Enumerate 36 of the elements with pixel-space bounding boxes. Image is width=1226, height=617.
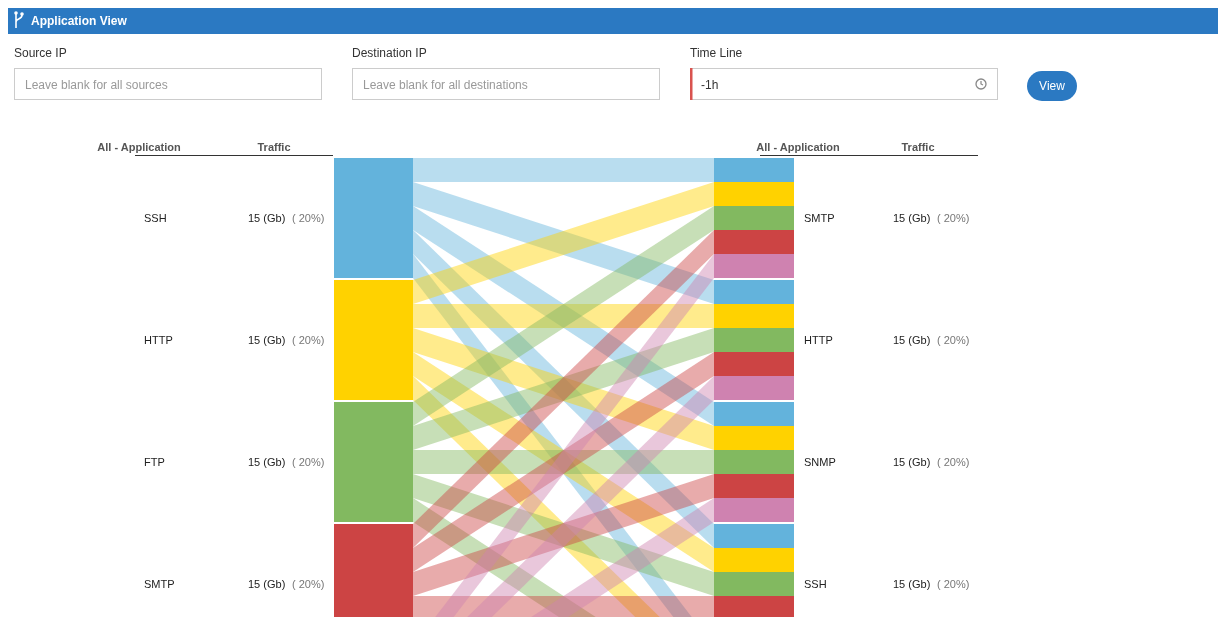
text: Traffic <box>257 141 291 153</box>
category-label: HTTP <box>804 334 833 346</box>
data-label: 15 (Gb) <box>893 578 931 590</box>
data-label: ( 20%) <box>937 578 970 590</box>
text: View <box>1039 79 1066 93</box>
data-label: ( 20%) <box>292 212 325 224</box>
text: All - Application <box>97 141 181 153</box>
category-label: SMTP <box>144 578 175 590</box>
data-label: ( 20%) <box>292 456 325 468</box>
data-label: ( 20%) <box>292 578 325 590</box>
data-label: ( 20%) <box>937 212 970 224</box>
data-label: 15 (Gb) <box>248 578 286 590</box>
text: Time Line <box>690 46 743 60</box>
text: -1h <box>701 78 719 92</box>
data-label: 15 (Gb) <box>248 212 286 224</box>
data-label: ( 20%) <box>292 334 325 346</box>
text: Destination IP <box>352 46 427 60</box>
category-label: SNMP <box>804 456 836 468</box>
source-note: Source IP <box>14 46 67 60</box>
category-label: HTTP <box>144 334 173 346</box>
text: Application View <box>31 14 128 28</box>
text: Leave blank for all sources <box>25 78 168 92</box>
category-label: FTP <box>144 456 165 468</box>
data-label: 15 (Gb) <box>248 456 286 468</box>
data-label: 15 (Gb) <box>893 334 931 346</box>
text: Traffic <box>901 141 935 153</box>
data-label: 15 (Gb) <box>248 334 286 346</box>
category-label: SSH <box>804 578 827 590</box>
text: All - Application <box>756 141 840 153</box>
category-label: SSH <box>144 212 167 224</box>
text: Leave blank for all destinations <box>363 78 528 92</box>
category-label: SMTP <box>804 212 835 224</box>
data-label: 15 (Gb) <box>893 456 931 468</box>
data-label: ( 20%) <box>937 334 970 346</box>
data-label: 15 (Gb) <box>893 212 931 224</box>
data-label: ( 20%) <box>937 456 970 468</box>
